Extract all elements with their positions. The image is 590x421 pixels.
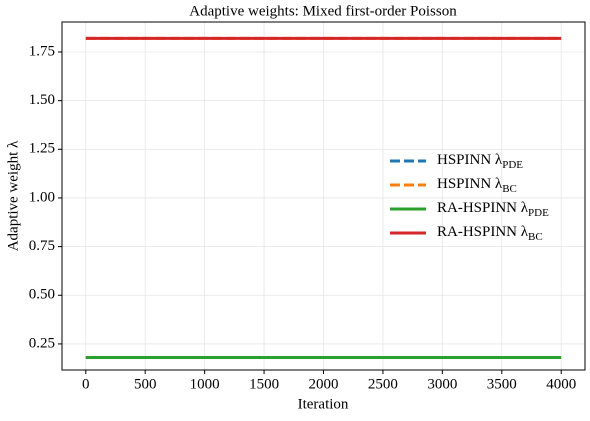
- legend-label: RA-HSPINN λBC: [437, 224, 543, 242]
- x-tick-label: 500: [134, 376, 157, 392]
- y-tick-label: 0.75: [29, 238, 55, 254]
- y-tick-label: 0.25: [29, 335, 55, 351]
- plot-frame: [61, 21, 586, 371]
- legend-label: RA-HSPINN λPDE: [437, 200, 549, 218]
- legend-label: HSPINN λBC: [437, 176, 517, 194]
- legend-name: HSPINN λ: [437, 176, 503, 192]
- x-tick-label: 0: [82, 376, 90, 392]
- legend-subscript: PDE: [502, 159, 523, 171]
- legend-name: RA-HSPINN λ: [437, 224, 529, 240]
- x-tick-label: 2500: [368, 376, 398, 392]
- y-axis-label: Adaptive weight λ: [5, 140, 21, 251]
- legend-subscript: PDE: [528, 207, 549, 219]
- chart-title: Adaptive weights: Mixed first-order Pois…: [189, 3, 457, 19]
- y-tick-label: 1.75: [29, 43, 55, 59]
- x-tick-label: 1000: [190, 376, 220, 392]
- legend-subscript: BC: [528, 231, 543, 243]
- legend-name: RA-HSPINN λ: [437, 200, 529, 216]
- x-tick-label: 4000: [546, 376, 576, 392]
- x-tick-label: 3000: [427, 376, 457, 392]
- legend-name: HSPINN λ: [437, 152, 503, 168]
- y-tick-label: 1.25: [29, 141, 55, 157]
- x-axis-label: Iteration: [298, 396, 349, 412]
- y-tick-label: 1.00: [29, 189, 55, 205]
- y-tick-label: 1.50: [29, 92, 55, 108]
- x-tick-label: 2000: [309, 376, 339, 392]
- legend-subscript: BC: [502, 183, 517, 195]
- y-tick-label: 0.50: [29, 287, 55, 303]
- x-tick-label: 3500: [487, 376, 517, 392]
- legend-label: HSPINN λPDE: [437, 152, 523, 170]
- x-tick-label: 1500: [249, 376, 279, 392]
